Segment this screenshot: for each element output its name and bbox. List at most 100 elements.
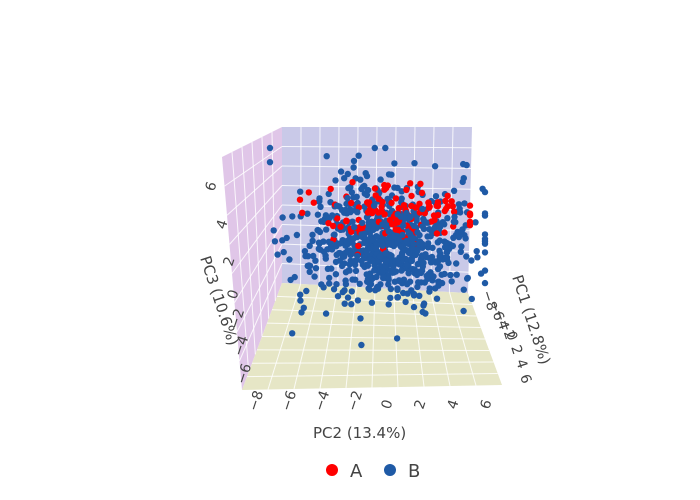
point-series-b — [390, 233, 398, 240]
grid-line — [261, 136, 270, 319]
point-series-b — [468, 295, 475, 303]
point-series-b — [439, 219, 446, 226]
point-series-b — [289, 330, 296, 337]
point-series-b — [359, 219, 366, 227]
point-series-b — [481, 210, 489, 217]
point-series-b — [481, 231, 489, 238]
point-series-b — [352, 267, 360, 275]
legend-label-b[interactable]: B — [408, 461, 420, 482]
point-series-b — [405, 229, 413, 237]
point-series-b — [326, 274, 333, 282]
point-series-b — [479, 185, 486, 192]
point-series-b — [397, 243, 404, 250]
point-series-b — [329, 212, 336, 219]
point-series-b — [416, 292, 423, 299]
point-series-b — [372, 245, 380, 252]
point-series-b — [348, 189, 356, 196]
point-series-a — [296, 196, 304, 203]
point-series-b — [410, 222, 418, 229]
point-series-b — [333, 243, 340, 250]
point-series-b — [333, 202, 341, 209]
point-series-a — [349, 179, 356, 186]
point-series-b — [350, 157, 358, 165]
point-series-b — [332, 177, 339, 184]
point-series-b — [287, 276, 294, 284]
y-tick-m2: −2 — [345, 389, 367, 414]
point-series-b — [404, 290, 411, 297]
point-series-a — [433, 230, 441, 237]
point-series-b — [384, 272, 391, 280]
point-series-b — [433, 295, 441, 302]
data-points — [266, 144, 489, 349]
grid-line — [261, 336, 486, 340]
point-series-b — [385, 240, 392, 247]
point-series-b — [425, 240, 432, 247]
point-series-b — [431, 163, 439, 170]
point-series-b — [304, 210, 311, 217]
point-series-b — [350, 258, 358, 265]
x-tick-4: 4 — [512, 357, 530, 371]
point-series-b — [457, 248, 464, 255]
point-series-b — [403, 209, 410, 217]
point-series-b — [335, 249, 343, 257]
point-series-a — [337, 223, 344, 230]
point-series-b — [306, 242, 313, 249]
point-series-a — [434, 211, 442, 219]
point-series-b — [385, 281, 392, 288]
point-series-b — [274, 251, 281, 258]
point-series-b — [435, 278, 442, 285]
point-series-b — [420, 300, 428, 307]
y-tick-4: 4 — [445, 398, 463, 412]
legend-label-a[interactable]: A — [350, 461, 363, 482]
point-series-b — [297, 297, 304, 304]
point-series-b — [317, 246, 324, 253]
point-series-b — [345, 267, 353, 274]
x-tick-6: 6 — [516, 372, 534, 386]
point-series-b — [448, 278, 455, 285]
point-series-b — [434, 239, 441, 246]
grid-line — [246, 373, 498, 378]
point-series-b — [430, 273, 437, 280]
point-series-b — [414, 260, 421, 268]
point-series-b — [395, 259, 402, 266]
point-series-b — [301, 248, 309, 255]
point-series-b — [441, 270, 448, 278]
point-series-a — [450, 208, 458, 215]
legend[interactable]: A B — [326, 461, 420, 482]
point-series-a — [441, 229, 448, 236]
point-series-b — [351, 223, 358, 231]
point-series-b — [410, 292, 418, 299]
point-series-b — [270, 227, 277, 234]
legend-marker-a[interactable] — [326, 464, 338, 476]
point-series-a — [348, 199, 355, 207]
point-series-b — [312, 265, 320, 272]
point-series-b — [417, 269, 425, 277]
point-series-b — [450, 218, 457, 225]
point-series-a — [310, 199, 317, 206]
point-series-b — [298, 309, 305, 316]
point-series-b — [462, 235, 469, 242]
point-series-b — [383, 257, 390, 265]
point-series-a — [408, 192, 415, 200]
point-series-a — [388, 199, 395, 207]
point-series-b — [432, 193, 440, 200]
point-series-b — [347, 183, 354, 191]
point-series-b — [344, 170, 351, 178]
point-series-a — [369, 209, 376, 217]
point-series-b — [361, 190, 368, 197]
z-tick-m6: −6 — [234, 362, 256, 387]
point-series-b — [429, 244, 436, 251]
point-series-b — [385, 171, 393, 178]
point-series-b — [393, 335, 401, 342]
point-series-a — [416, 200, 423, 207]
point-series-b — [382, 250, 389, 257]
point-series-b — [405, 270, 412, 277]
grid-line — [271, 131, 276, 301]
y-tick-2: 2 — [412, 398, 430, 411]
point-series-b — [403, 261, 410, 268]
legend-marker-b[interactable] — [384, 464, 396, 476]
point-series-b — [306, 268, 313, 275]
x-tick-2: 2 — [507, 343, 525, 356]
point-series-b — [392, 268, 400, 275]
